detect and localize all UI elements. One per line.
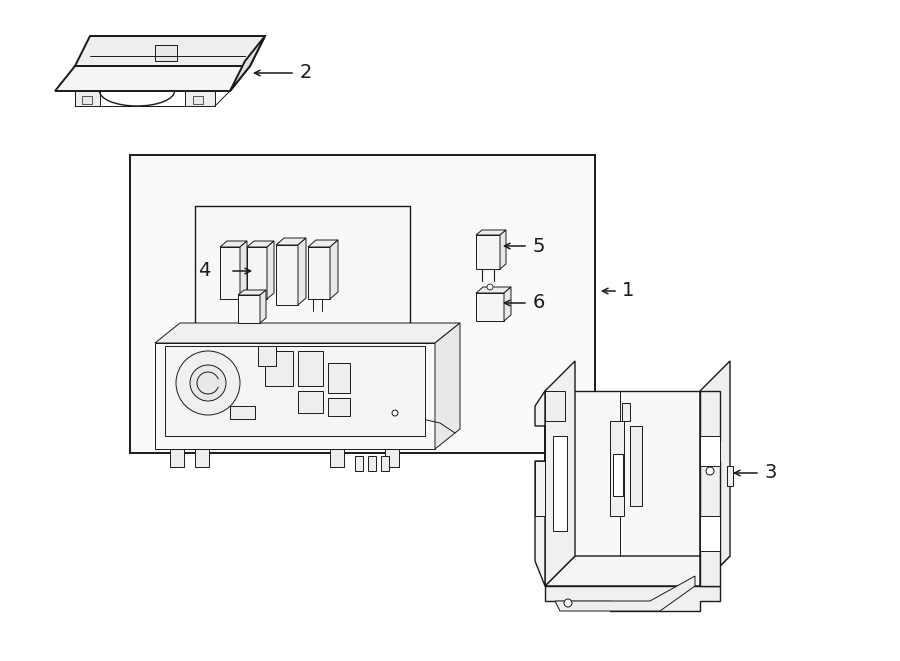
Polygon shape — [240, 241, 247, 299]
Bar — [238, 295, 260, 323]
Text: 1: 1 — [622, 282, 634, 301]
Bar — [195, 449, 209, 467]
Bar — [220, 247, 240, 299]
Polygon shape — [308, 240, 338, 247]
Polygon shape — [545, 586, 720, 611]
Polygon shape — [155, 343, 435, 449]
Polygon shape — [75, 36, 265, 66]
Polygon shape — [247, 241, 274, 247]
Bar — [328, 363, 350, 393]
Bar — [170, 449, 184, 467]
Bar — [700, 436, 720, 466]
Polygon shape — [545, 556, 730, 586]
Polygon shape — [330, 240, 338, 299]
Polygon shape — [504, 287, 511, 321]
Polygon shape — [75, 91, 100, 106]
Polygon shape — [230, 36, 265, 91]
Bar — [195, 206, 410, 331]
Polygon shape — [276, 238, 306, 245]
Bar — [381, 456, 389, 471]
Bar — [247, 247, 267, 299]
Circle shape — [706, 467, 714, 475]
Bar — [727, 466, 733, 486]
Polygon shape — [260, 290, 266, 323]
Text: 3: 3 — [765, 463, 778, 483]
Polygon shape — [185, 91, 215, 106]
Bar — [385, 449, 399, 467]
Polygon shape — [700, 361, 730, 586]
Polygon shape — [238, 290, 266, 295]
Polygon shape — [267, 241, 274, 299]
Polygon shape — [555, 576, 695, 611]
Bar — [276, 245, 298, 305]
Bar — [298, 351, 323, 386]
Circle shape — [564, 599, 572, 607]
Circle shape — [392, 410, 398, 416]
Circle shape — [190, 365, 226, 401]
Bar — [258, 346, 276, 366]
Circle shape — [176, 351, 240, 415]
Polygon shape — [476, 287, 511, 293]
Polygon shape — [298, 238, 306, 305]
Circle shape — [487, 284, 493, 290]
Text: 6: 6 — [533, 293, 545, 313]
Polygon shape — [55, 66, 250, 91]
Bar — [610, 421, 624, 516]
Bar — [613, 454, 623, 496]
Bar — [476, 235, 500, 269]
Bar — [265, 351, 293, 386]
Polygon shape — [545, 361, 575, 586]
Bar — [82, 96, 92, 104]
Polygon shape — [165, 346, 425, 436]
Polygon shape — [476, 230, 506, 235]
Bar — [622, 403, 630, 421]
Bar — [308, 247, 330, 299]
Polygon shape — [535, 391, 545, 586]
Polygon shape — [500, 230, 506, 269]
Bar — [700, 516, 720, 551]
Polygon shape — [155, 323, 460, 343]
Bar — [193, 96, 203, 104]
Polygon shape — [435, 323, 460, 449]
Bar — [476, 293, 504, 321]
Bar — [298, 391, 323, 413]
Text: 2: 2 — [300, 63, 312, 83]
Text: 4: 4 — [198, 262, 210, 280]
Polygon shape — [700, 391, 720, 586]
Bar — [535, 461, 545, 516]
Polygon shape — [545, 391, 565, 421]
Bar — [155, 45, 177, 61]
Bar — [355, 456, 363, 471]
Bar — [630, 426, 642, 506]
Polygon shape — [545, 391, 700, 586]
Bar — [328, 398, 350, 416]
Bar — [330, 449, 344, 467]
Bar — [553, 436, 567, 531]
Polygon shape — [220, 241, 247, 247]
Bar — [130, 155, 595, 453]
Text: 5: 5 — [533, 237, 545, 256]
Polygon shape — [230, 406, 255, 419]
Bar — [368, 456, 376, 471]
